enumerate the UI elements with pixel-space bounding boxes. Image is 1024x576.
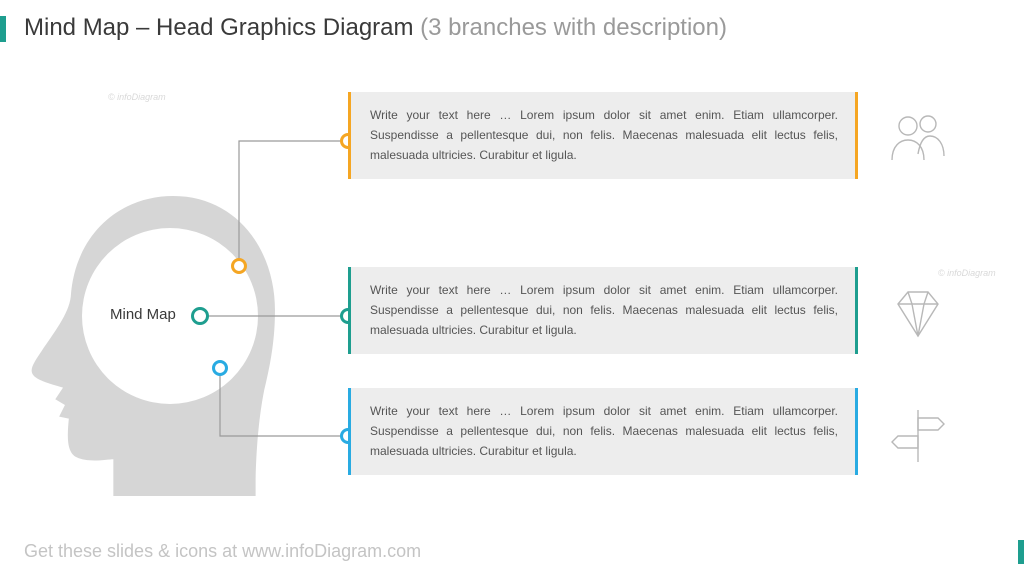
signpost-icon xyxy=(886,404,950,468)
branch-3-text: Write your text here … Lorem ipsum dolor… xyxy=(370,404,838,458)
diagram-canvas: Mind Map Write your text here … Lorem ip… xyxy=(0,0,1024,576)
diamond-icon xyxy=(886,284,950,348)
branch-1-src-node xyxy=(231,258,247,274)
branch-2-text: Write your text here … Lorem ipsum dolor… xyxy=(370,283,838,337)
people-icon xyxy=(886,108,950,172)
branch-3-src-node xyxy=(212,360,228,376)
center-node xyxy=(191,307,209,325)
footer-post: .com xyxy=(382,541,421,561)
branch-1-box: Write your text here … Lorem ipsum dolor… xyxy=(348,92,858,179)
footer-text: Get these slides & icons at www.infoDiag… xyxy=(24,541,421,562)
center-label: Mind Map xyxy=(110,306,176,323)
branch-2-box: Write your text here … Lorem ipsum dolor… xyxy=(348,267,858,354)
footer-pre: Get these slides & icons at www. xyxy=(24,541,285,561)
footer-bold: infoDiagram xyxy=(285,541,382,561)
branch-1-text: Write your text here … Lorem ipsum dolor… xyxy=(370,108,838,162)
branch-3-box: Write your text here … Lorem ipsum dolor… xyxy=(348,388,858,475)
